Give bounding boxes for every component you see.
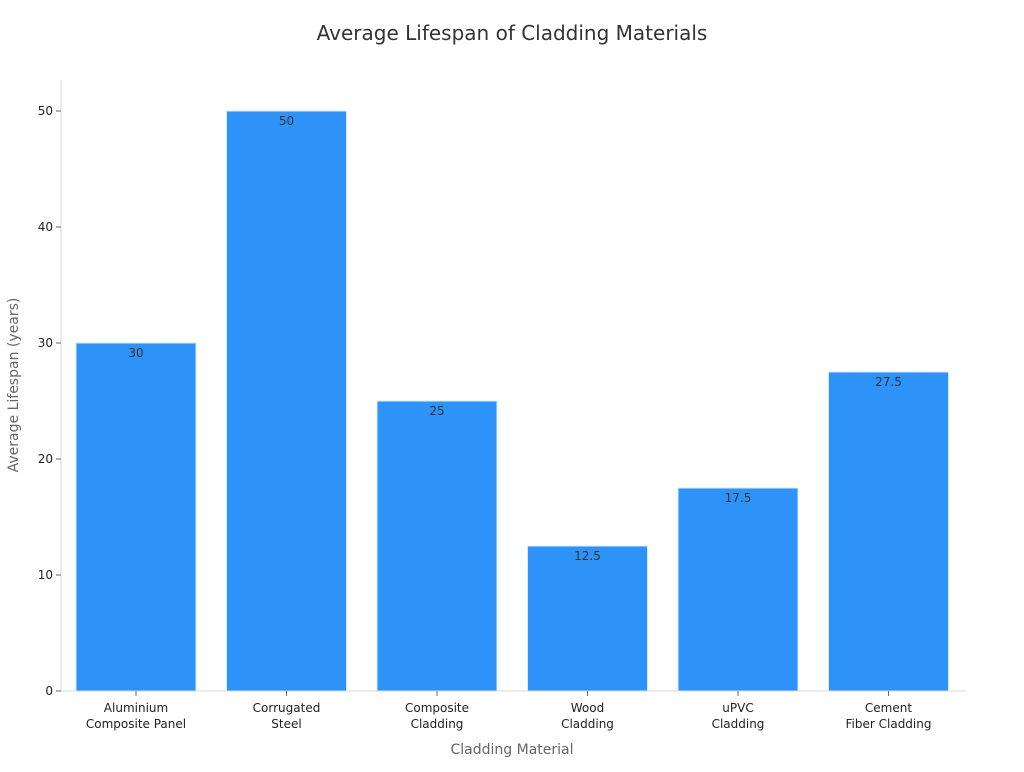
x-tick-label: uPVC Cladding (712, 701, 765, 731)
x-tick-label-line: Cladding (411, 717, 464, 731)
x-tick-label: Cement Fiber Cladding (846, 701, 932, 731)
bar-value-label: 25 (429, 404, 444, 418)
x-axis-title: Cladding Material (451, 742, 574, 758)
x-tick-label-line: Wood (571, 701, 604, 715)
y-tick-label: 40 (38, 220, 53, 234)
y-tick-label: 20 (38, 452, 53, 466)
y-tick-label: 10 (38, 568, 53, 582)
x-tick-label-line: Cladding (561, 717, 614, 731)
bar-value-label: 50 (279, 114, 294, 128)
bar (75, 342, 197, 692)
x-tick-label: Corrugated Steel (253, 701, 321, 731)
plot-area: 30 50 25 12.5 17.5 27.5 (75, 110, 949, 692)
x-tick-label: Aluminium Composite Panel (86, 701, 186, 731)
x-tick-label-line: Aluminium (104, 701, 168, 715)
x-tick-label: Wood Cladding (561, 701, 614, 731)
bar-value-label: 17.5 (725, 491, 752, 505)
bar (376, 400, 498, 692)
x-tick-label-line: Composite (405, 701, 469, 715)
x-tick-label-line: Corrugated (253, 701, 321, 715)
x-tick-label-line: Steel (271, 717, 301, 731)
y-axis-ticks: 0 10 20 30 40 50 (38, 104, 61, 698)
x-tick-label-line: uPVC (722, 701, 753, 715)
y-tick-label: 30 (38, 336, 53, 350)
x-tick-label-line: Cement (865, 701, 912, 715)
bar-value-label: 30 (128, 346, 143, 360)
bar-value-label: 12.5 (574, 549, 601, 563)
bar (677, 487, 799, 692)
x-tick-label-line: Fiber Cladding (846, 717, 932, 731)
x-tick-label: Composite Cladding (405, 701, 469, 731)
bar (226, 110, 347, 692)
y-axis-title: Average Lifespan (years) (6, 298, 22, 473)
x-tick-label-line: Cladding (712, 717, 765, 731)
chart-title: Average Lifespan of Cladding Materials (317, 21, 708, 45)
bar (527, 545, 648, 692)
bar (828, 371, 949, 692)
x-tick-label-line: Composite Panel (86, 717, 186, 731)
y-tick-label: 0 (45, 684, 53, 698)
y-tick-label: 50 (38, 104, 53, 118)
bar-value-label: 27.5 (875, 375, 902, 389)
